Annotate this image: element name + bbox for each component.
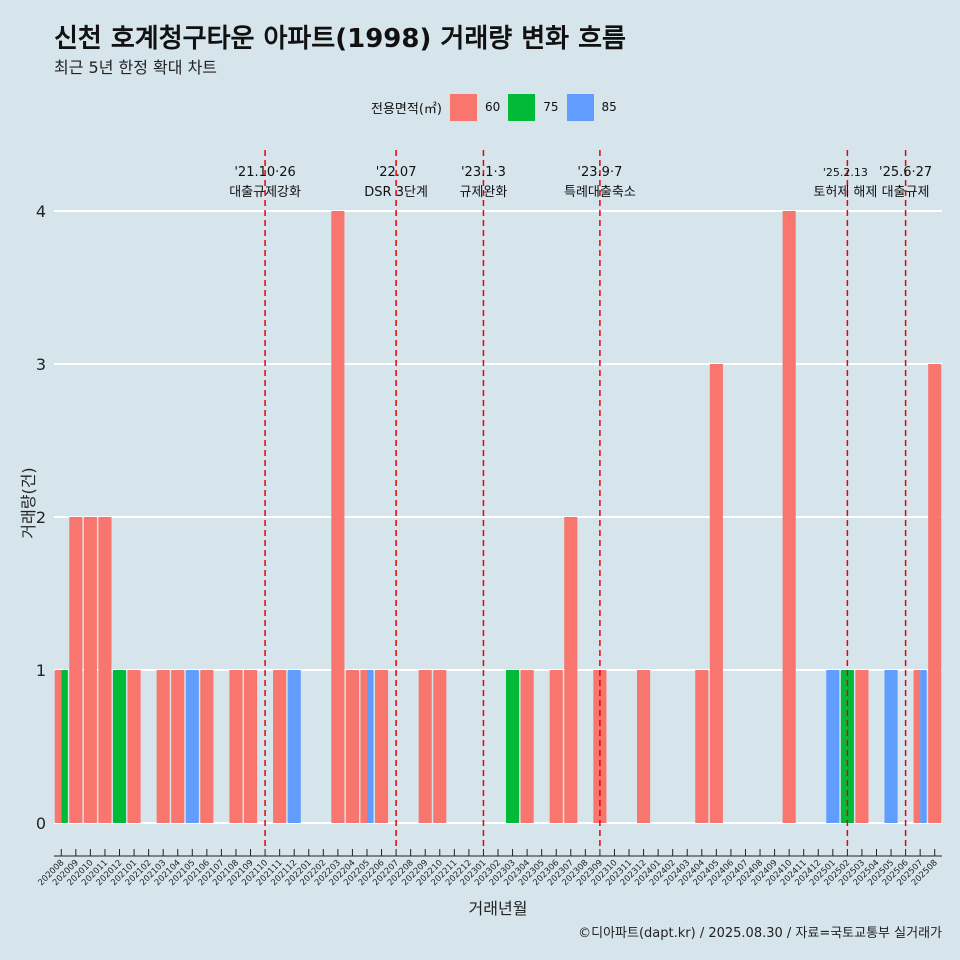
- legend-item-75: 75: [508, 93, 559, 121]
- legend-swatch-85: [566, 93, 594, 121]
- y-tick-label-3: 3: [36, 355, 46, 374]
- bar-202108-60: [229, 670, 243, 823]
- event-label-0: 대출규제강화: [229, 185, 301, 200]
- bar-202410-60: [782, 211, 796, 823]
- bar-202101-60: [127, 670, 141, 823]
- event-label-2: 규제완화: [460, 185, 508, 200]
- event-label-5: 대출규제: [882, 185, 930, 200]
- event-date-1: '22.07: [376, 165, 417, 180]
- bar-202204-60: [345, 670, 359, 823]
- legend-title: 전용면적(㎡): [371, 101, 442, 117]
- bar-202106-60: [200, 670, 214, 823]
- bar-202203-60: [331, 211, 345, 823]
- x-axis-label: 거래년월: [469, 899, 528, 918]
- bar-202112-85: [287, 670, 301, 823]
- bar-202303-75: [506, 670, 520, 823]
- bar-202105-85: [185, 670, 199, 823]
- bar-202503-60: [855, 670, 869, 823]
- bar-202109-60: [243, 670, 258, 823]
- event-label-3: 특례대출축소: [564, 185, 636, 200]
- bar-202309-60: [593, 670, 607, 823]
- event-date-2: '23.1·3: [461, 165, 506, 180]
- bar-202103-60: [156, 670, 170, 823]
- bar-202104-60: [171, 670, 185, 823]
- bar-202206-60: [374, 670, 389, 823]
- annotations: '21.10·26 대출규제강화 '22.07 DSR 3단계 '23.1·3 규제완화 '…: [229, 150, 932, 848]
- bar-202205-85: [366, 670, 374, 823]
- bar-202008-75: [61, 670, 68, 823]
- bar-202507-60: [913, 670, 921, 823]
- legend-label-85: 85: [601, 100, 617, 114]
- bar-202009-60: [69, 517, 83, 823]
- y-tick-label-4: 4: [36, 202, 46, 221]
- legend-label-75: 75: [543, 100, 559, 114]
- bar-202312-60: [637, 670, 651, 823]
- bars: [54, 211, 942, 823]
- legend: 전용면적(㎡) 60 75 85: [371, 93, 625, 121]
- bar-202405-60: [709, 364, 723, 823]
- bar-202008-60: [54, 670, 62, 823]
- event-date-4: '25.2.13: [823, 166, 868, 179]
- legend-swatch-60: [449, 93, 477, 121]
- bar-202011-60: [98, 517, 112, 823]
- event-label-4: 토허제 해제: [813, 185, 877, 200]
- chart-title: 신천 호계청구타운 아파트(1998) 거래량 변화 흐름: [54, 24, 626, 54]
- y-tick-label-2: 2: [36, 508, 46, 527]
- y-axis-label: 거래량(건): [19, 467, 38, 538]
- event-date-3: '23.9·7: [577, 165, 622, 180]
- legend-swatch-75: [508, 93, 536, 121]
- caption: ©디아파트(dapt.kr) / 2025.08.30 / 자료=국토교통부 실…: [578, 926, 942, 941]
- bar-202304-60: [520, 670, 534, 823]
- bar-202501-85: [826, 670, 840, 823]
- bar-202507-85: [920, 670, 927, 823]
- bar-202205-60: [360, 670, 367, 823]
- event-date-0: '21.10·26: [234, 165, 295, 180]
- bar-202505-85: [884, 670, 898, 823]
- legend-item-85: 85: [566, 93, 617, 121]
- bar-202404-60: [695, 670, 709, 823]
- bar-202010-60: [83, 517, 97, 823]
- bar-202209-60: [418, 670, 432, 823]
- bar-202508-60: [928, 364, 942, 823]
- bar-202306-60: [549, 670, 563, 823]
- bar-202111-60: [273, 670, 287, 823]
- y-tick-label-1: 1: [36, 661, 46, 680]
- bar-202307-60: [564, 517, 578, 823]
- legend-label-60: 60: [484, 100, 501, 114]
- bar-202012-75: [112, 670, 127, 823]
- axes: 2020082020092020102020112020122021012021…: [36, 849, 942, 888]
- event-label-1: DSR 3단계: [364, 185, 428, 200]
- y-tick-label-0: 0: [36, 814, 46, 833]
- event-date-5: '25.6·27: [879, 165, 932, 180]
- chart-subtitle: 최근 5년 한정 확대 차트: [54, 58, 218, 77]
- bar-202210-60: [433, 670, 447, 823]
- legend-item-60: 60: [449, 93, 501, 121]
- bar-202502-75: [840, 670, 854, 823]
